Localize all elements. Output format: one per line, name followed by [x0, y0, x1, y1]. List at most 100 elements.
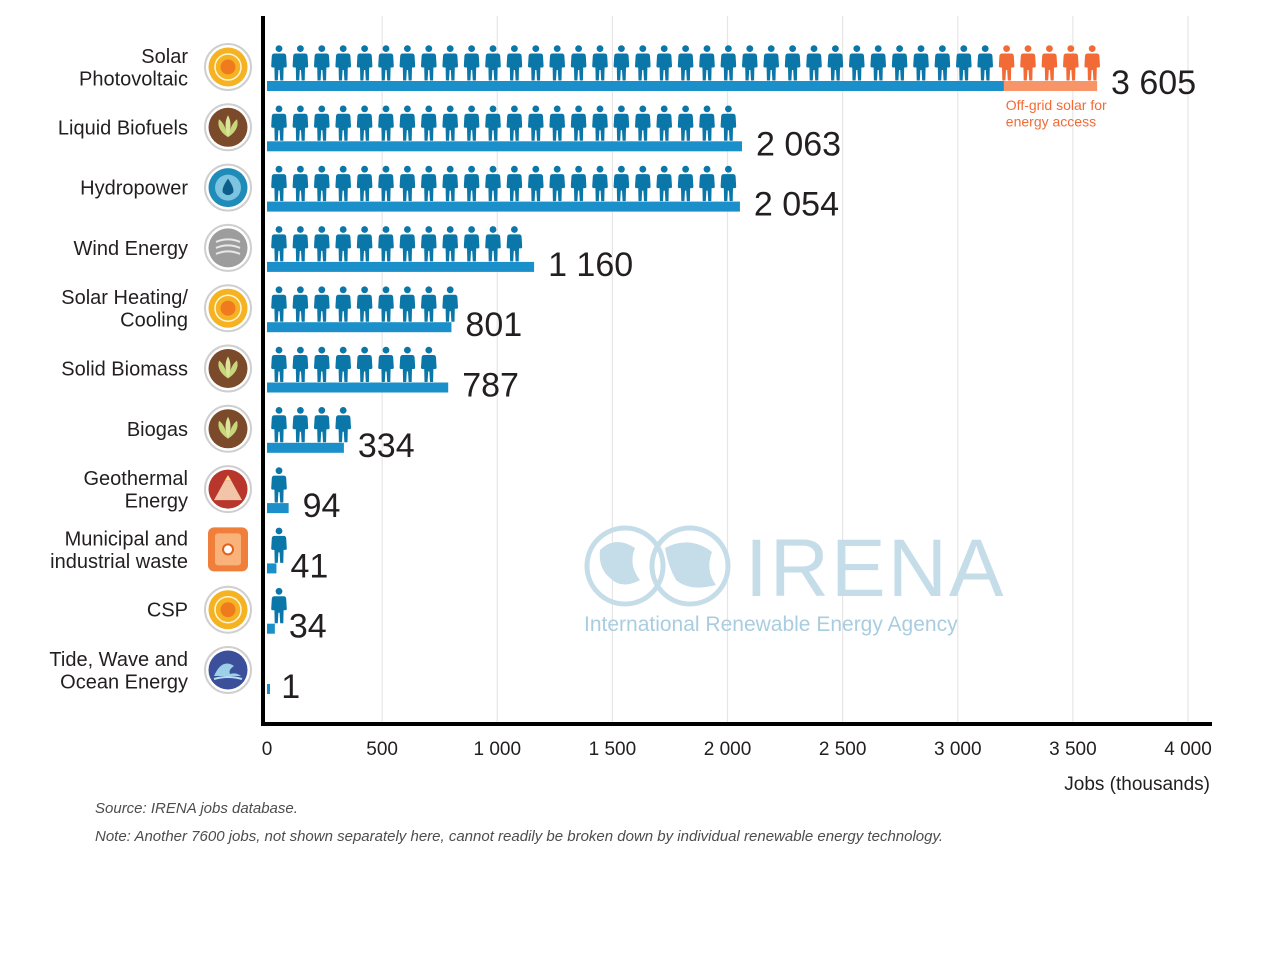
wave-icon	[204, 646, 252, 694]
x-tick-label: 2 000	[704, 739, 752, 760]
x-tick-label: 500	[366, 739, 398, 760]
bars	[267, 81, 1098, 694]
category-label: Hydropower	[80, 178, 188, 200]
person-icon	[528, 45, 544, 81]
category-label: Biogas	[127, 419, 188, 441]
person-icon	[335, 286, 351, 322]
leaf-icon	[204, 103, 252, 152]
person-icon	[699, 165, 715, 202]
person-icon	[335, 45, 351, 81]
person-icon	[485, 226, 501, 262]
person-icon	[827, 45, 844, 81]
person-icon	[720, 45, 737, 81]
person-icon	[463, 45, 480, 81]
person-icon	[314, 165, 330, 202]
person-icon	[399, 45, 416, 81]
person-icon	[356, 165, 373, 202]
bar	[267, 201, 740, 212]
person-icon	[635, 45, 651, 81]
person-icon	[292, 105, 309, 141]
x-tick-label: 1 000	[473, 739, 521, 760]
x-tick-label: 0	[262, 739, 273, 760]
water-drop-icon	[204, 163, 252, 212]
leaf-icon	[204, 344, 252, 393]
waste-icon	[208, 527, 248, 572]
highlight-annotation: Off-grid solar for energy access	[1006, 97, 1107, 130]
person-icon	[335, 105, 351, 141]
x-tick-label: 4 000	[1164, 739, 1212, 760]
person-icon	[292, 226, 309, 262]
person-icon	[335, 226, 351, 262]
person-icon	[570, 165, 587, 202]
wind-icon	[204, 223, 252, 272]
person-icon	[613, 165, 630, 202]
value-label: 1	[281, 668, 300, 706]
person-icon	[356, 346, 373, 382]
bar	[267, 684, 270, 694]
person-icon	[314, 407, 330, 443]
x-axis-title: Jobs (thousands)	[1064, 774, 1210, 795]
value-label: 2 063	[756, 125, 841, 163]
person-icon	[592, 165, 608, 202]
bar	[267, 322, 452, 333]
person-icon	[549, 165, 565, 202]
leaf-icon	[204, 404, 252, 453]
person-icon	[356, 226, 373, 262]
person-icon	[442, 226, 458, 262]
person-icon	[271, 407, 287, 443]
person-icon	[934, 45, 951, 81]
person-icon	[570, 45, 587, 81]
person-icon	[506, 226, 523, 262]
bar	[267, 261, 535, 272]
person-icon	[1084, 45, 1100, 81]
axes	[261, 16, 1212, 726]
person-icon	[1063, 45, 1079, 81]
person-icon	[421, 45, 437, 81]
value-label: 2 054	[754, 186, 839, 224]
person-icon	[399, 346, 416, 382]
person-icon	[314, 45, 330, 81]
person-icon	[656, 165, 672, 202]
person-icon	[870, 45, 886, 81]
person-icon	[742, 45, 758, 81]
category-label: Solar Heating/Cooling	[61, 287, 188, 332]
category-label: Solar Photovoltaic	[79, 46, 188, 91]
category-label: CSP	[147, 600, 188, 622]
person-icon	[463, 105, 480, 141]
category-label: Municipal and industrial waste	[50, 528, 188, 573]
person-icon	[592, 45, 608, 81]
person-icon	[442, 105, 458, 141]
person-icon	[378, 346, 394, 382]
person-icon	[399, 165, 416, 202]
person-icon	[356, 286, 373, 322]
bar	[267, 382, 449, 393]
person-icon	[356, 45, 373, 81]
person-icon	[463, 226, 480, 262]
person-icon	[656, 45, 672, 81]
person-icon	[314, 286, 330, 322]
person-icon	[292, 45, 309, 81]
person-icon	[356, 105, 373, 141]
person-icon	[421, 346, 437, 382]
person-icon	[271, 527, 287, 563]
person-icon	[378, 45, 394, 81]
person-icon	[849, 45, 865, 81]
volcano-icon	[204, 465, 252, 514]
sun-icon	[204, 585, 252, 634]
watermark-title: IRENA	[745, 523, 1006, 614]
footnote: Note: Another 7600 jobs, not shown separ…	[95, 828, 944, 845]
sun-icon	[204, 43, 252, 91]
person-icon	[806, 45, 822, 81]
person-icon	[271, 165, 287, 202]
person-icon	[763, 45, 779, 81]
value-label: 801	[465, 306, 522, 344]
person-icon	[506, 165, 523, 202]
person-icon	[613, 45, 630, 81]
person-icon	[314, 346, 330, 382]
person-icon	[549, 105, 565, 141]
person-icon	[335, 407, 351, 443]
x-tick-label: 1 500	[589, 739, 637, 760]
person-icon	[442, 45, 458, 81]
value-labels: 3 605 2 063 2 054 1 160 801 787 334 94 41 34 1	[281, 64, 1196, 706]
source-note: Source: IRENA jobs database.	[95, 800, 298, 817]
